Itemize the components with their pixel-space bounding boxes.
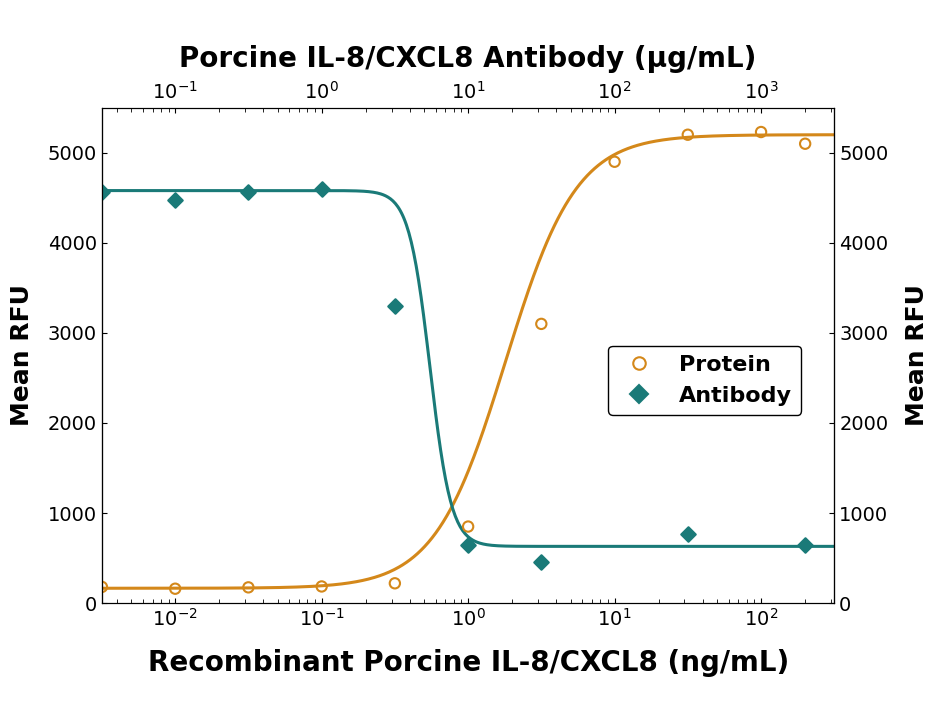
Antibody <box>387 300 402 312</box>
Y-axis label: Mean RFU: Mean RFU <box>905 284 927 426</box>
Legend: Protein, Antibody: Protein, Antibody <box>608 346 801 414</box>
Protein <box>680 129 695 141</box>
Antibody <box>680 528 695 539</box>
Y-axis label: Mean RFU: Mean RFU <box>10 284 34 426</box>
X-axis label: Porcine IL-8/CXCL8 Antibody (μg/mL): Porcine IL-8/CXCL8 Antibody (μg/mL) <box>180 45 756 73</box>
Protein <box>387 577 402 589</box>
Protein <box>607 156 622 167</box>
Protein <box>534 318 549 330</box>
Protein <box>754 126 768 138</box>
Antibody <box>168 194 183 205</box>
Protein <box>798 138 813 149</box>
Antibody <box>798 540 813 551</box>
Antibody <box>314 183 329 195</box>
Protein <box>168 583 183 595</box>
Antibody <box>241 187 256 198</box>
Antibody <box>461 538 476 550</box>
Antibody <box>95 187 109 198</box>
Protein <box>461 521 476 532</box>
Antibody <box>534 556 549 567</box>
Protein <box>241 582 256 593</box>
X-axis label: Recombinant Porcine IL-8/CXCL8 (ng/mL): Recombinant Porcine IL-8/CXCL8 (ng/mL) <box>147 649 789 677</box>
Protein <box>314 581 329 592</box>
Protein <box>95 581 109 592</box>
